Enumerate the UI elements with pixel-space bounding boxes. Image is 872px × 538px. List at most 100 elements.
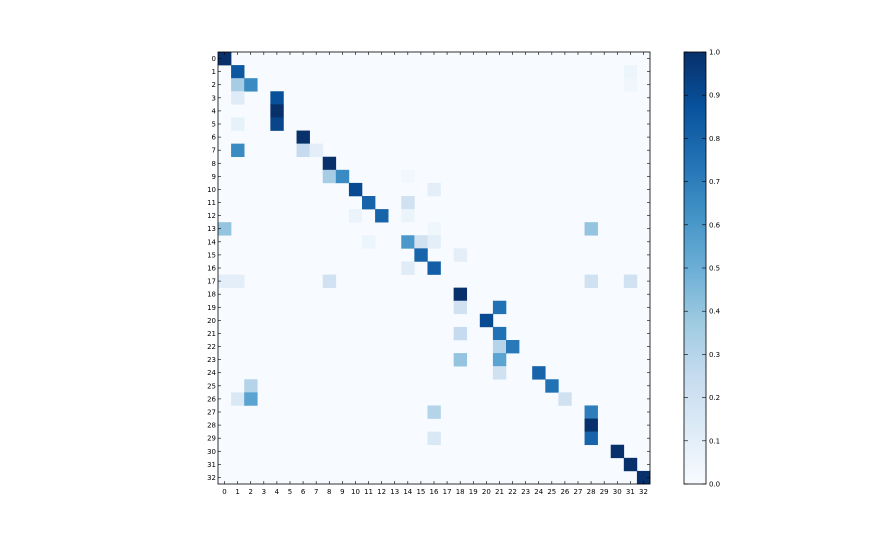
x-tick-label: 3 <box>262 488 266 496</box>
heatmap-cell <box>479 313 494 328</box>
heatmap-cell <box>584 431 598 446</box>
heatmap-cell <box>270 91 284 105</box>
heatmap-cell <box>584 274 598 288</box>
x-tick-label: 31 <box>626 488 635 496</box>
x-axis-ticks: 0 1 2 3 4 5 6 7 8 9 10 11 12 13 14 15 16 17 18 19 20 21 22 23 24… <box>222 52 648 496</box>
colorbar-tick-label: 0.7 <box>709 178 720 186</box>
y-tick-label: 13 <box>207 225 216 233</box>
x-tick-label: 14 <box>403 488 412 496</box>
heatmap-cell <box>322 169 337 184</box>
x-tick-label: 22 <box>508 488 517 496</box>
heatmap-cell <box>231 274 245 288</box>
colorbar-tick-label: 0.8 <box>709 135 720 143</box>
heatmap-cell <box>231 117 245 131</box>
heatmap-cell <box>584 405 598 419</box>
heatmap-cell <box>414 235 428 249</box>
colorbar-tick-label: 0.0 <box>709 481 720 489</box>
heatmap-cell <box>492 340 507 354</box>
x-tick-label: 23 <box>521 488 530 496</box>
heatmap-plot-area <box>217 51 651 485</box>
heatmap-cell <box>362 235 376 249</box>
heatmap-cell <box>244 78 258 92</box>
heatmap-cell <box>322 156 337 171</box>
heatmap-cell <box>492 300 507 315</box>
heatmap-cell <box>218 52 232 66</box>
heatmap-cell <box>453 248 468 262</box>
y-tick-label: 18 <box>207 291 216 299</box>
heatmap-cell <box>218 222 232 236</box>
x-tick-label: 18 <box>456 488 465 496</box>
heatmap-cell <box>492 353 507 367</box>
y-tick-label: 11 <box>207 199 216 207</box>
heatmap-cell <box>636 470 651 485</box>
y-tick-label: 27 <box>207 409 216 417</box>
heatmap-cell <box>244 379 258 393</box>
heatmap-cell <box>427 182 441 197</box>
heatmap-cell <box>610 444 625 459</box>
x-tick-label: 10 <box>351 488 360 496</box>
x-tick-label: 0 <box>222 488 226 496</box>
heatmap-cell <box>492 326 507 341</box>
x-tick-label: 9 <box>340 488 344 496</box>
x-tick-label: 24 <box>534 488 543 496</box>
colorbar-tick-label: 0.1 <box>709 437 720 445</box>
y-tick-label: 4 <box>212 107 217 115</box>
colorbar-tick-label: 0.4 <box>709 308 721 316</box>
heatmap-cell <box>401 209 415 223</box>
colorbar-tick-label: 0.6 <box>709 221 721 229</box>
y-tick-label: 32 <box>207 474 216 482</box>
y-tick-label: 31 <box>207 461 216 469</box>
x-tick-label: 16 <box>430 488 439 496</box>
x-tick-label: 28 <box>587 488 596 496</box>
x-tick-label: 30 <box>613 488 622 496</box>
y-tick-label: 12 <box>207 212 216 220</box>
y-tick-label: 19 <box>207 304 216 312</box>
heatmap-cell <box>453 300 468 315</box>
heatmap-cell <box>401 169 415 184</box>
heatmap-cell <box>335 169 350 184</box>
heatmap-cell <box>427 431 441 446</box>
heatmap-cell <box>218 274 232 288</box>
heatmap-cell <box>362 196 376 210</box>
y-tick-label: 1 <box>212 68 216 76</box>
y-tick-label: 14 <box>207 238 216 246</box>
y-tick-label: 10 <box>207 186 216 194</box>
heatmap-cell <box>231 143 245 158</box>
x-tick-label: 1 <box>235 488 239 496</box>
heatmap-cell <box>532 366 546 380</box>
y-tick-label: 26 <box>207 395 216 403</box>
y-tick-label: 22 <box>207 343 216 351</box>
heatmap-cell <box>401 235 415 249</box>
y-tick-label: 28 <box>207 422 216 430</box>
y-axis-ticks: 0123456789101112131415161718192021222324… <box>207 55 650 482</box>
colorbar-tick-label: 1.0 <box>709 49 720 57</box>
y-tick-label: 15 <box>207 251 216 259</box>
y-tick-label: 23 <box>207 356 216 364</box>
heatmap-cell <box>244 392 258 406</box>
x-tick-label: 6 <box>301 488 306 496</box>
heatmap-cell <box>231 78 245 92</box>
y-tick-label: 5 <box>212 121 216 129</box>
y-tick-label: 21 <box>207 330 216 338</box>
heatmap-cell <box>296 130 310 144</box>
x-tick-label: 11 <box>364 488 373 496</box>
x-tick-label: 15 <box>416 488 425 496</box>
colorbar-tick-label: 0.3 <box>709 351 720 359</box>
heatmap-cell <box>348 209 363 223</box>
heatmap-cell <box>348 182 363 197</box>
heatmap-cell <box>558 392 572 406</box>
y-tick-label: 24 <box>207 369 216 377</box>
y-tick-label: 6 <box>212 134 217 142</box>
colorbar-tick-label: 0.5 <box>709 265 720 273</box>
heatmap-cell <box>322 274 337 288</box>
heatmap-cell <box>623 65 638 79</box>
heatmap-cell <box>623 457 638 472</box>
x-tick-label: 7 <box>314 488 318 496</box>
heatmap-cell <box>506 340 520 354</box>
x-tick-label: 32 <box>639 488 648 496</box>
y-tick-label: 9 <box>212 173 216 181</box>
x-tick-label: 26 <box>560 488 569 496</box>
x-tick-label: 20 <box>482 488 491 496</box>
heatmap-cell <box>401 196 415 210</box>
